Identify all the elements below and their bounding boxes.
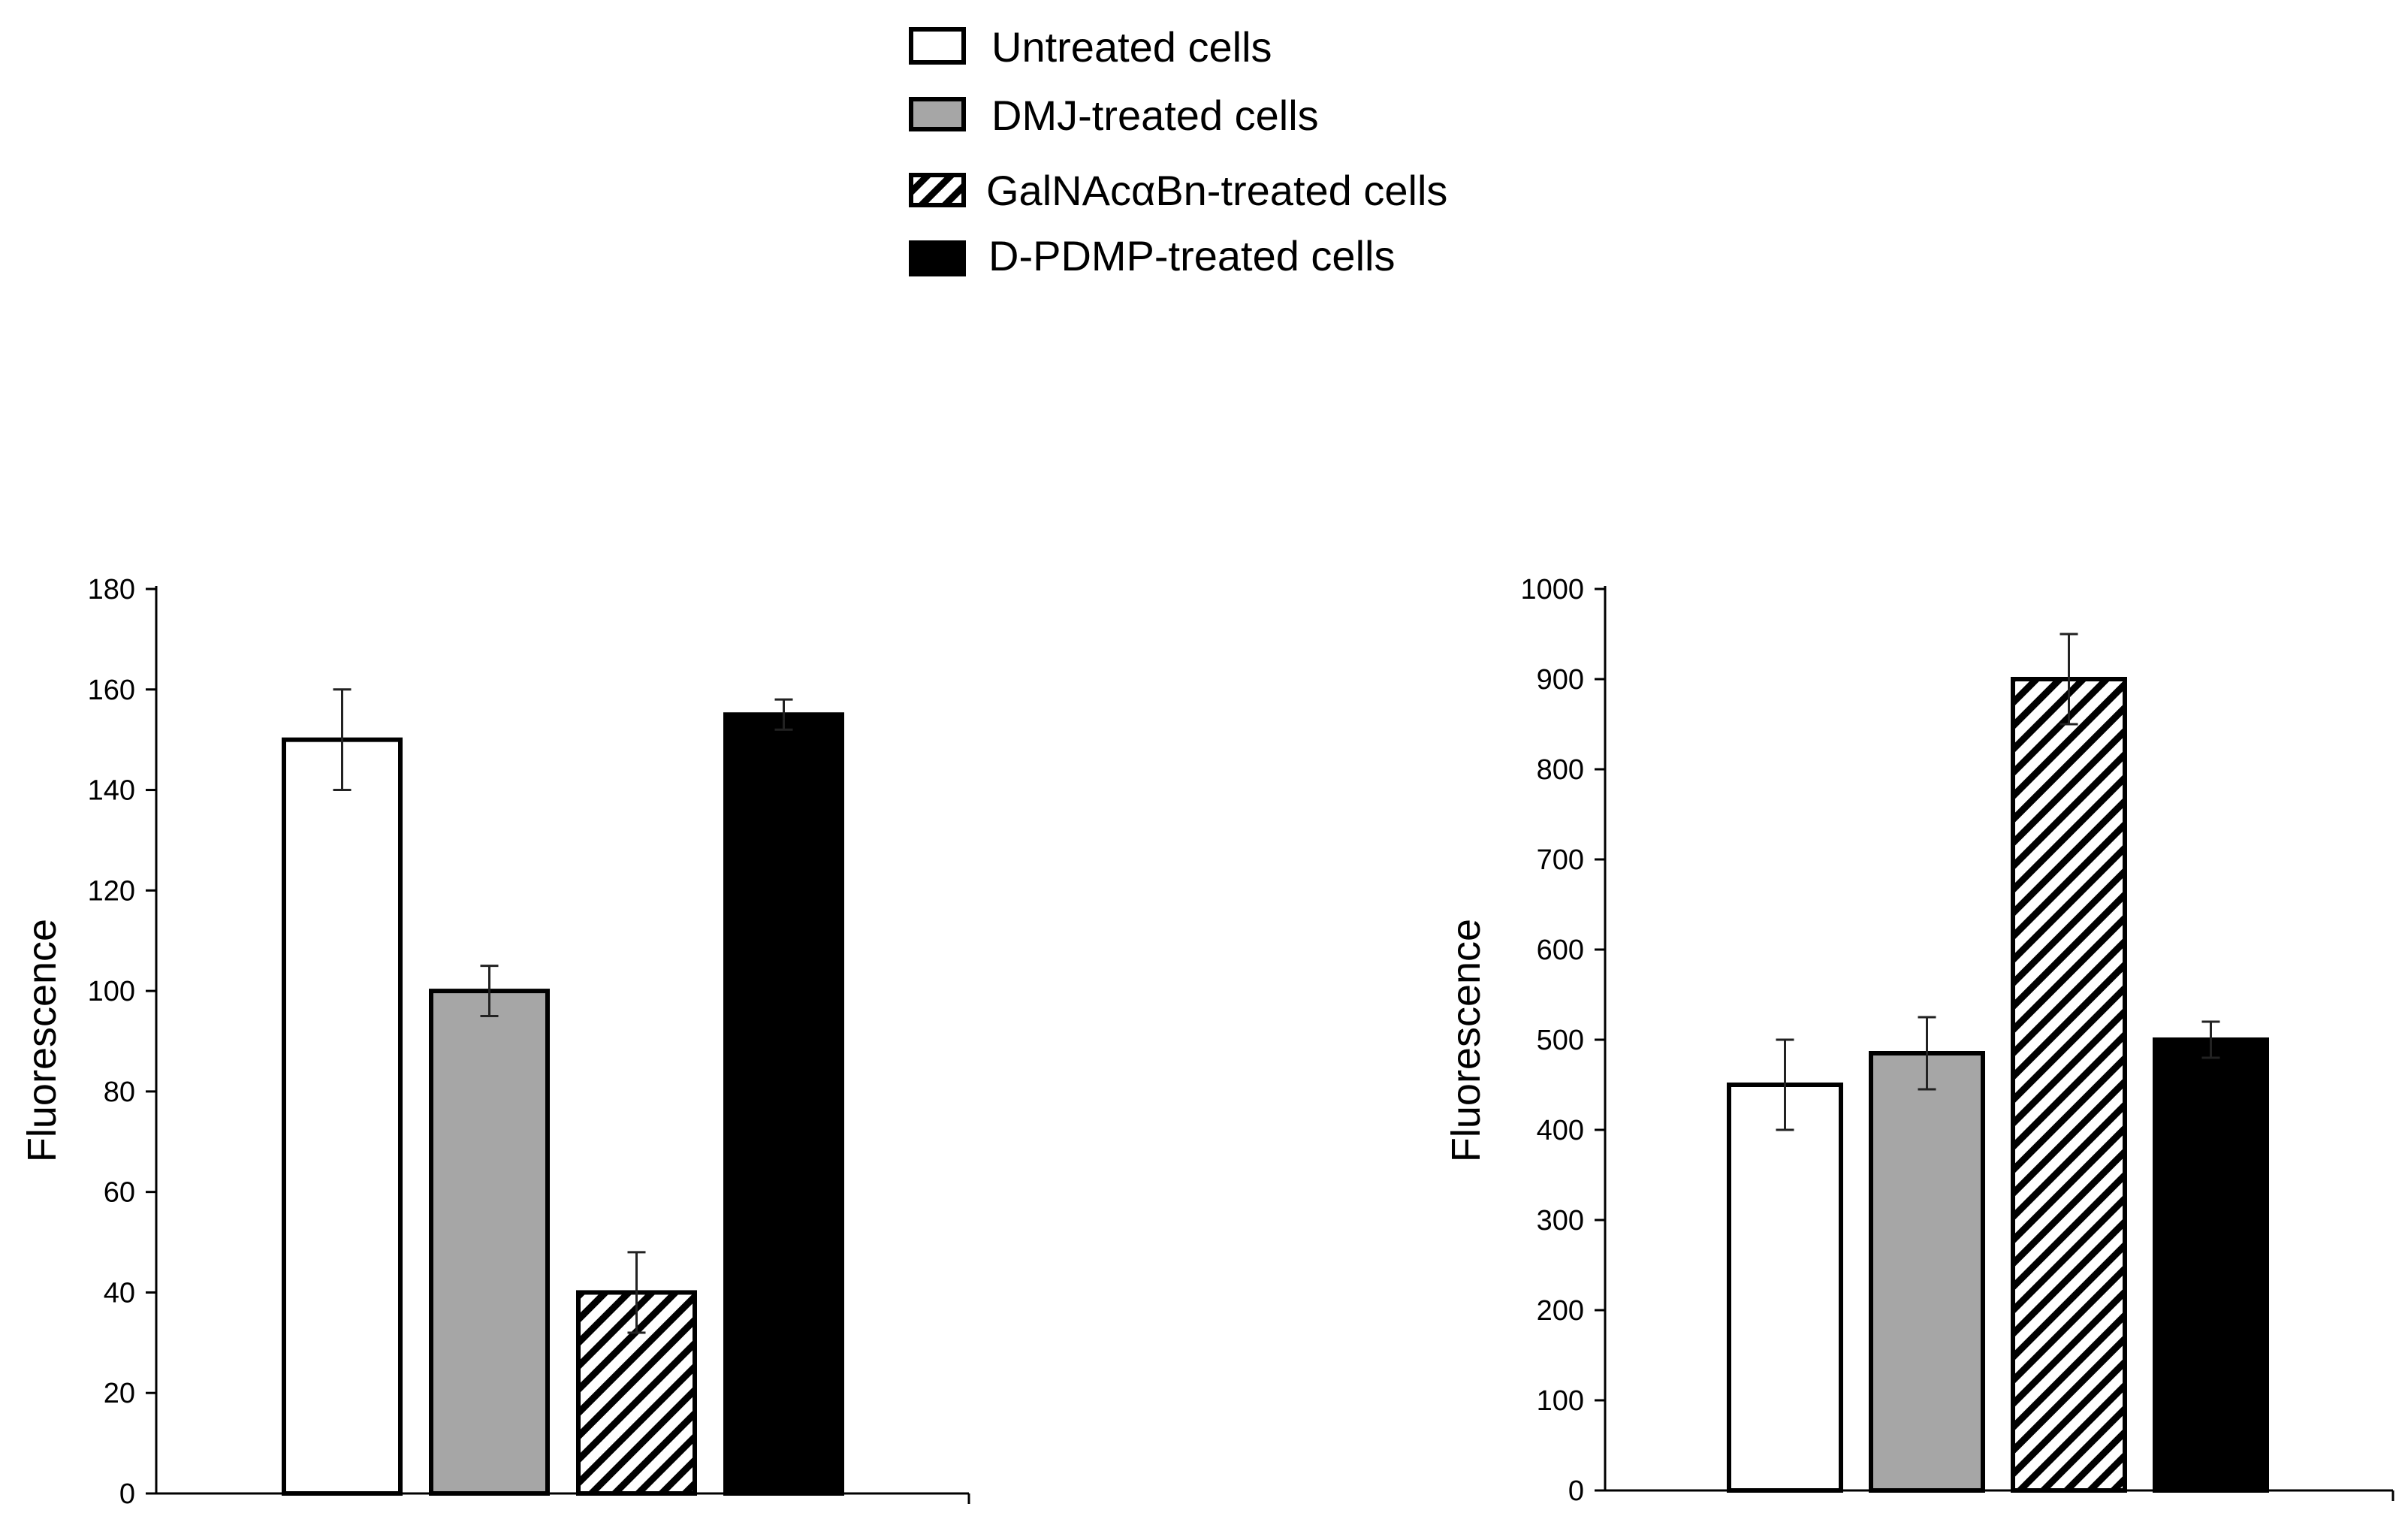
legend-item-dpdmp: D-PDMP-treated cells (909, 232, 1395, 279)
bar-black (723, 712, 844, 1496)
legend-swatch-untreated (909, 27, 966, 65)
bar-gray (429, 989, 550, 1496)
y-tick-label: 100 (1537, 1385, 1584, 1417)
legend-label-galnac: GalNAcαBn-treated cells (986, 167, 1447, 214)
y-tick-label: 20 (104, 1378, 135, 1409)
legend-item-galnac: GalNAcαBn-treated cells (909, 167, 1447, 214)
y-axis-title: Fluorescence (1444, 919, 1489, 1162)
chart-right: 0 100 200 300 400 500 600 700 800 900 1000 Fluoresc… (1444, 574, 2394, 1507)
y-tick-label: 1000 (1520, 574, 1584, 605)
y-tick-label: 400 (1537, 1115, 1584, 1146)
y-tick-label: 100 (88, 976, 135, 1007)
bar-hatch (2011, 677, 2127, 1493)
y-tick-label: 700 (1537, 844, 1584, 876)
y-tick-label: 80 (104, 1077, 135, 1108)
y-tick-label: 180 (88, 574, 135, 605)
bar-gray (1869, 1051, 1985, 1493)
legend-label-dpdmp: D-PDMP-treated cells (988, 232, 1395, 279)
legend-label-untreated: Untreated cells (991, 23, 1272, 71)
legend-item-dmj: DMJ-treated cells (909, 92, 1319, 139)
y-tick-label: 60 (104, 1177, 135, 1209)
legend-label-dmj: DMJ-treated cells (991, 92, 1319, 139)
bar-white (282, 737, 403, 1496)
legend-swatch-dmj (909, 97, 966, 131)
legend: Untreated cells DMJ-treated cells GalNAc… (909, 23, 1447, 279)
y-tick-label: 500 (1537, 1025, 1584, 1056)
y-tick-label: 900 (1537, 664, 1584, 696)
chart-left: 0 20 40 60 80 100 120 140 160 180 Fluorescence (20, 574, 970, 1510)
y-tick-label: 600 (1537, 935, 1584, 966)
y-tick-label: 800 (1537, 754, 1584, 786)
y-tick-label: 200 (1537, 1295, 1584, 1327)
y-tick-label: 160 (88, 675, 135, 706)
y-axis-title: Fluorescence (20, 919, 65, 1162)
legend-swatch-dpdmp (909, 240, 966, 276)
y-tick-label: 40 (104, 1277, 135, 1309)
y-tick-label: 0 (1568, 1475, 1584, 1507)
bar-white (1727, 1083, 1843, 1493)
bar-black (2153, 1037, 2269, 1493)
y-tick-label: 0 (119, 1478, 135, 1510)
legend-swatch-galnac (909, 173, 966, 207)
y-tick-label: 300 (1537, 1205, 1584, 1237)
y-tick-label: 140 (88, 775, 135, 807)
y-tick-label: 120 (88, 875, 135, 907)
legend-item-untreated: Untreated cells (909, 23, 1272, 71)
